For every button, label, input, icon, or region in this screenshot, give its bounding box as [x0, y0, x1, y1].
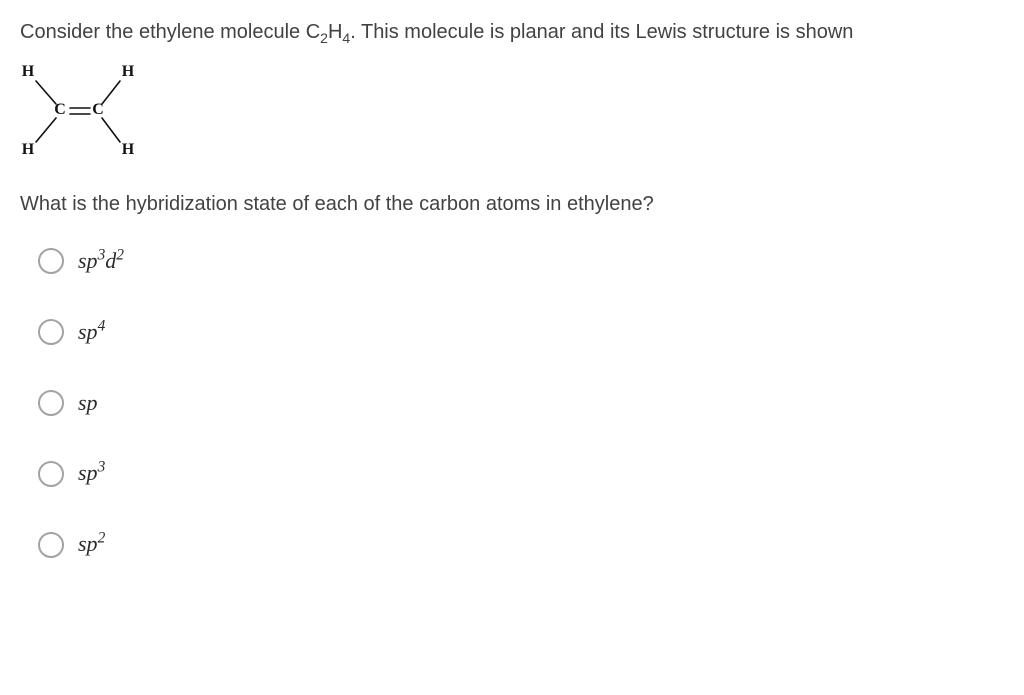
options-group: sp3d2 sp4 sp sp3 sp2	[20, 246, 1004, 560]
svg-text:H: H	[22, 141, 35, 158]
svg-text:C: C	[54, 101, 66, 118]
svg-text:H: H	[22, 63, 35, 80]
option-o5[interactable]: sp2	[20, 529, 1004, 560]
svg-text:C: C	[92, 101, 104, 118]
option-label-o1: sp3d2	[78, 246, 124, 277]
option-o1[interactable]: sp3d2	[20, 246, 1004, 277]
option-label-o3: sp	[78, 388, 98, 419]
option-label-o5: sp2	[78, 529, 105, 560]
radio-o5[interactable]	[38, 532, 64, 558]
option-label-o4: sp3	[78, 458, 105, 489]
radio-o2[interactable]	[38, 319, 64, 345]
question-intro: Consider the ethylene molecule C2H4. Thi…	[20, 18, 1004, 46]
svg-text:H: H	[122, 141, 135, 158]
option-o4[interactable]: sp3	[20, 458, 1004, 489]
question-followup: What is the hybridization state of each …	[20, 190, 1004, 218]
option-label-o2: sp4	[78, 317, 105, 348]
radio-o3[interactable]	[38, 390, 64, 416]
radio-o4[interactable]	[38, 461, 64, 487]
option-o2[interactable]: sp4	[20, 317, 1004, 348]
radio-o1[interactable]	[38, 248, 64, 274]
lewis-structure: H H C C H H	[20, 62, 1004, 170]
option-o3[interactable]: sp	[20, 388, 1004, 419]
svg-text:H: H	[122, 63, 135, 80]
